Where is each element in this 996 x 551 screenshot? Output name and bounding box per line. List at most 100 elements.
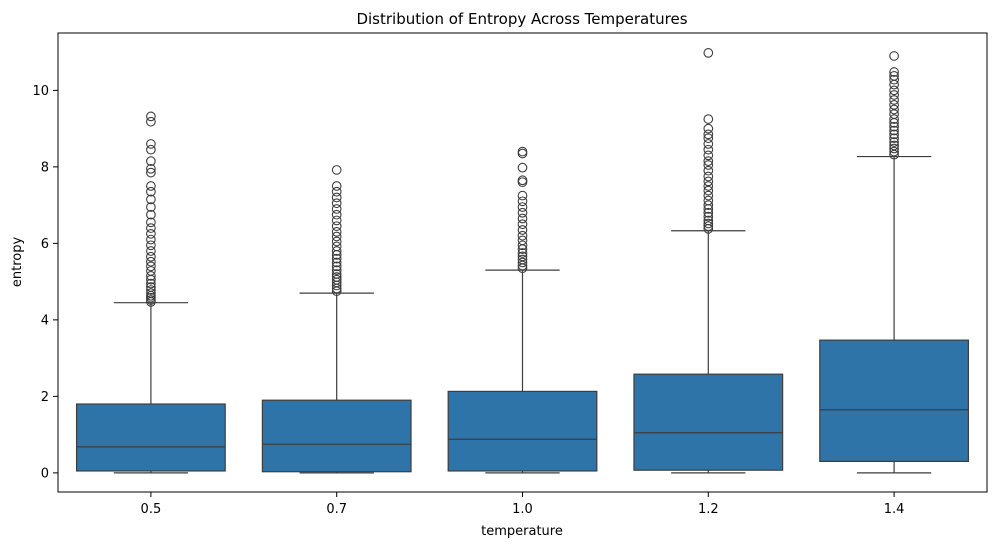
- outlier-point: [331, 241, 342, 252]
- outlier-point: [517, 240, 528, 251]
- outlier-point: [517, 146, 528, 157]
- outlier-point: [331, 269, 342, 279]
- outlier-point: [146, 271, 156, 281]
- y-tick-label: 8: [41, 160, 49, 175]
- outlier-point: [703, 133, 714, 144]
- boxes-layer: [75, 48, 970, 474]
- outlier-point: [146, 156, 156, 166]
- outlier-point: [331, 165, 342, 175]
- outlier-point: [703, 185, 714, 196]
- iqr-box: [633, 373, 784, 471]
- outlier-point: [889, 85, 899, 96]
- outlier-point: [146, 163, 156, 174]
- outlier-point: [703, 200, 714, 210]
- axes-layer: 0 2 4 6 8 10 0.5 0.7 1.0 1.2 1.4: [32, 84, 904, 517]
- outlier-point: [331, 227, 342, 237]
- outlier-point: [517, 196, 528, 207]
- outlier-point: [703, 165, 714, 176]
- outlier-point: [517, 213, 528, 224]
- outlier-point: [703, 221, 714, 232]
- outlier-point: [703, 215, 714, 226]
- outlier-point: [331, 272, 342, 282]
- iqr-box: [819, 339, 970, 462]
- outlier-point: [517, 230, 528, 241]
- outlier-point: [146, 246, 156, 256]
- box-group-0-5: [75, 111, 226, 474]
- outlier-point: [146, 285, 156, 295]
- outlier-point: [703, 144, 714, 155]
- outlier-point: [331, 246, 342, 256]
- box-group-1-0: [447, 146, 598, 474]
- outlier-point: [889, 146, 899, 157]
- outlier-point: [703, 156, 714, 166]
- outlier-point: [889, 100, 899, 110]
- y-tick-label: 10: [32, 84, 49, 99]
- outlier-point: [889, 90, 899, 100]
- outlier-point: [889, 109, 899, 119]
- x-tick-label: 1.4: [884, 502, 905, 517]
- outlier-point: [146, 111, 156, 122]
- iqr-box: [75, 403, 226, 472]
- outlier-point: [331, 236, 342, 247]
- outlier-point: [889, 129, 899, 140]
- chart-title: Distribution of Entropy Across Temperatu…: [356, 10, 687, 28]
- outlier-point: [146, 116, 156, 127]
- outlier-point: [331, 215, 342, 226]
- outlier-point: [331, 257, 342, 268]
- outlier-point: [331, 261, 342, 272]
- outlier-point: [889, 133, 899, 144]
- outlier-point: [146, 256, 156, 267]
- outlier-point: [517, 175, 528, 186]
- iqr-box: [447, 390, 598, 472]
- outlier-point: [889, 121, 899, 132]
- x-tick-label: 0.5: [141, 502, 162, 517]
- iqr-box: [261, 399, 412, 473]
- outlier-point: [889, 143, 899, 154]
- outlier-point: [146, 186, 156, 197]
- outlier-point: [703, 218, 714, 229]
- box-group-1-4: [819, 51, 970, 474]
- outlier-point: [146, 223, 156, 233]
- outlier-point: [889, 125, 899, 136]
- plot-frame: [57, 32, 988, 493]
- outlier-point: [517, 219, 528, 230]
- outlier-point: [517, 257, 528, 268]
- outlier-point: [703, 160, 714, 170]
- y-tick-label: 6: [41, 237, 49, 252]
- x-axis-label: temperature: [481, 524, 563, 539]
- outlier-point: [517, 177, 528, 188]
- outlier-point: [703, 129, 714, 140]
- outlier-point: [331, 198, 342, 209]
- outlier-point: [331, 265, 342, 276]
- outlier-point: [331, 209, 342, 220]
- outlier-point: [703, 190, 714, 201]
- outlier-point: [889, 149, 899, 160]
- outlier-point: [889, 104, 899, 115]
- box-group-0-7: [261, 165, 412, 474]
- outlier-point: [517, 148, 528, 159]
- outlier-point: [889, 140, 899, 151]
- outlier-point: [889, 74, 899, 85]
- outlier-point: [146, 266, 156, 276]
- outlier-point: [146, 217, 156, 228]
- outlier-point: [146, 282, 156, 292]
- outlier-point: [703, 171, 714, 182]
- outlier-point: [517, 225, 528, 235]
- outlier-point: [889, 79, 899, 90]
- outlier-point: [146, 194, 156, 205]
- outlier-point: [703, 211, 714, 222]
- outlier-point: [146, 181, 156, 191]
- outlier-point: [517, 207, 528, 218]
- outlier-point: [517, 190, 528, 201]
- outlier-point: [703, 114, 714, 124]
- outlier-point: [889, 67, 899, 77]
- outlier-point: [146, 251, 156, 262]
- outlier-point: [146, 261, 156, 272]
- outlier-point: [146, 295, 156, 305]
- outlier-point: [703, 123, 714, 134]
- outlier-point: [517, 248, 528, 258]
- outlier-point: [517, 260, 528, 271]
- outlier-point: [517, 202, 528, 212]
- outlier-point: [703, 139, 714, 149]
